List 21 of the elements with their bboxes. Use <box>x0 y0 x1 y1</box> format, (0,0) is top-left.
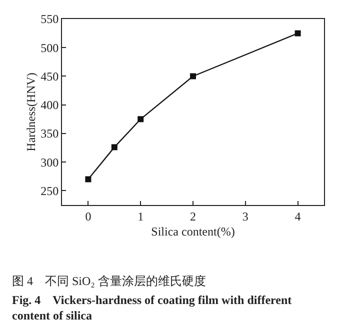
point <box>85 176 92 182</box>
y-tick-label: 300 <box>40 155 59 170</box>
y-tick-label: 350 <box>40 126 59 141</box>
x-axis-title: Silica content(%) <box>151 224 235 238</box>
point <box>138 116 144 122</box>
y-tick-label: 450 <box>40 69 59 84</box>
caption: Fig. 4 Vickers-hardness of coating film with different content of silica <box>12 293 292 323</box>
x-tick-label: 3 <box>242 209 248 224</box>
y-tick-label: 550 <box>40 12 59 26</box>
y-tick-label: 400 <box>40 98 59 112</box>
x-tick-label: 0 <box>85 209 92 224</box>
point <box>111 144 118 150</box>
y-axis-title: Hardness(HNV) <box>24 72 38 152</box>
y-tick-label: 250 <box>40 184 59 198</box>
point <box>294 30 301 36</box>
x-tick-label: 1 <box>138 209 144 224</box>
y-tick-label: 500 <box>40 40 59 55</box>
x-tick-label: 4 <box>294 209 301 224</box>
point <box>190 73 196 80</box>
caption: 图 4 不同 SiO₂ 含量涂层的维氏硬度 <box>12 274 206 288</box>
x-tick-label: 2 <box>190 209 196 224</box>
